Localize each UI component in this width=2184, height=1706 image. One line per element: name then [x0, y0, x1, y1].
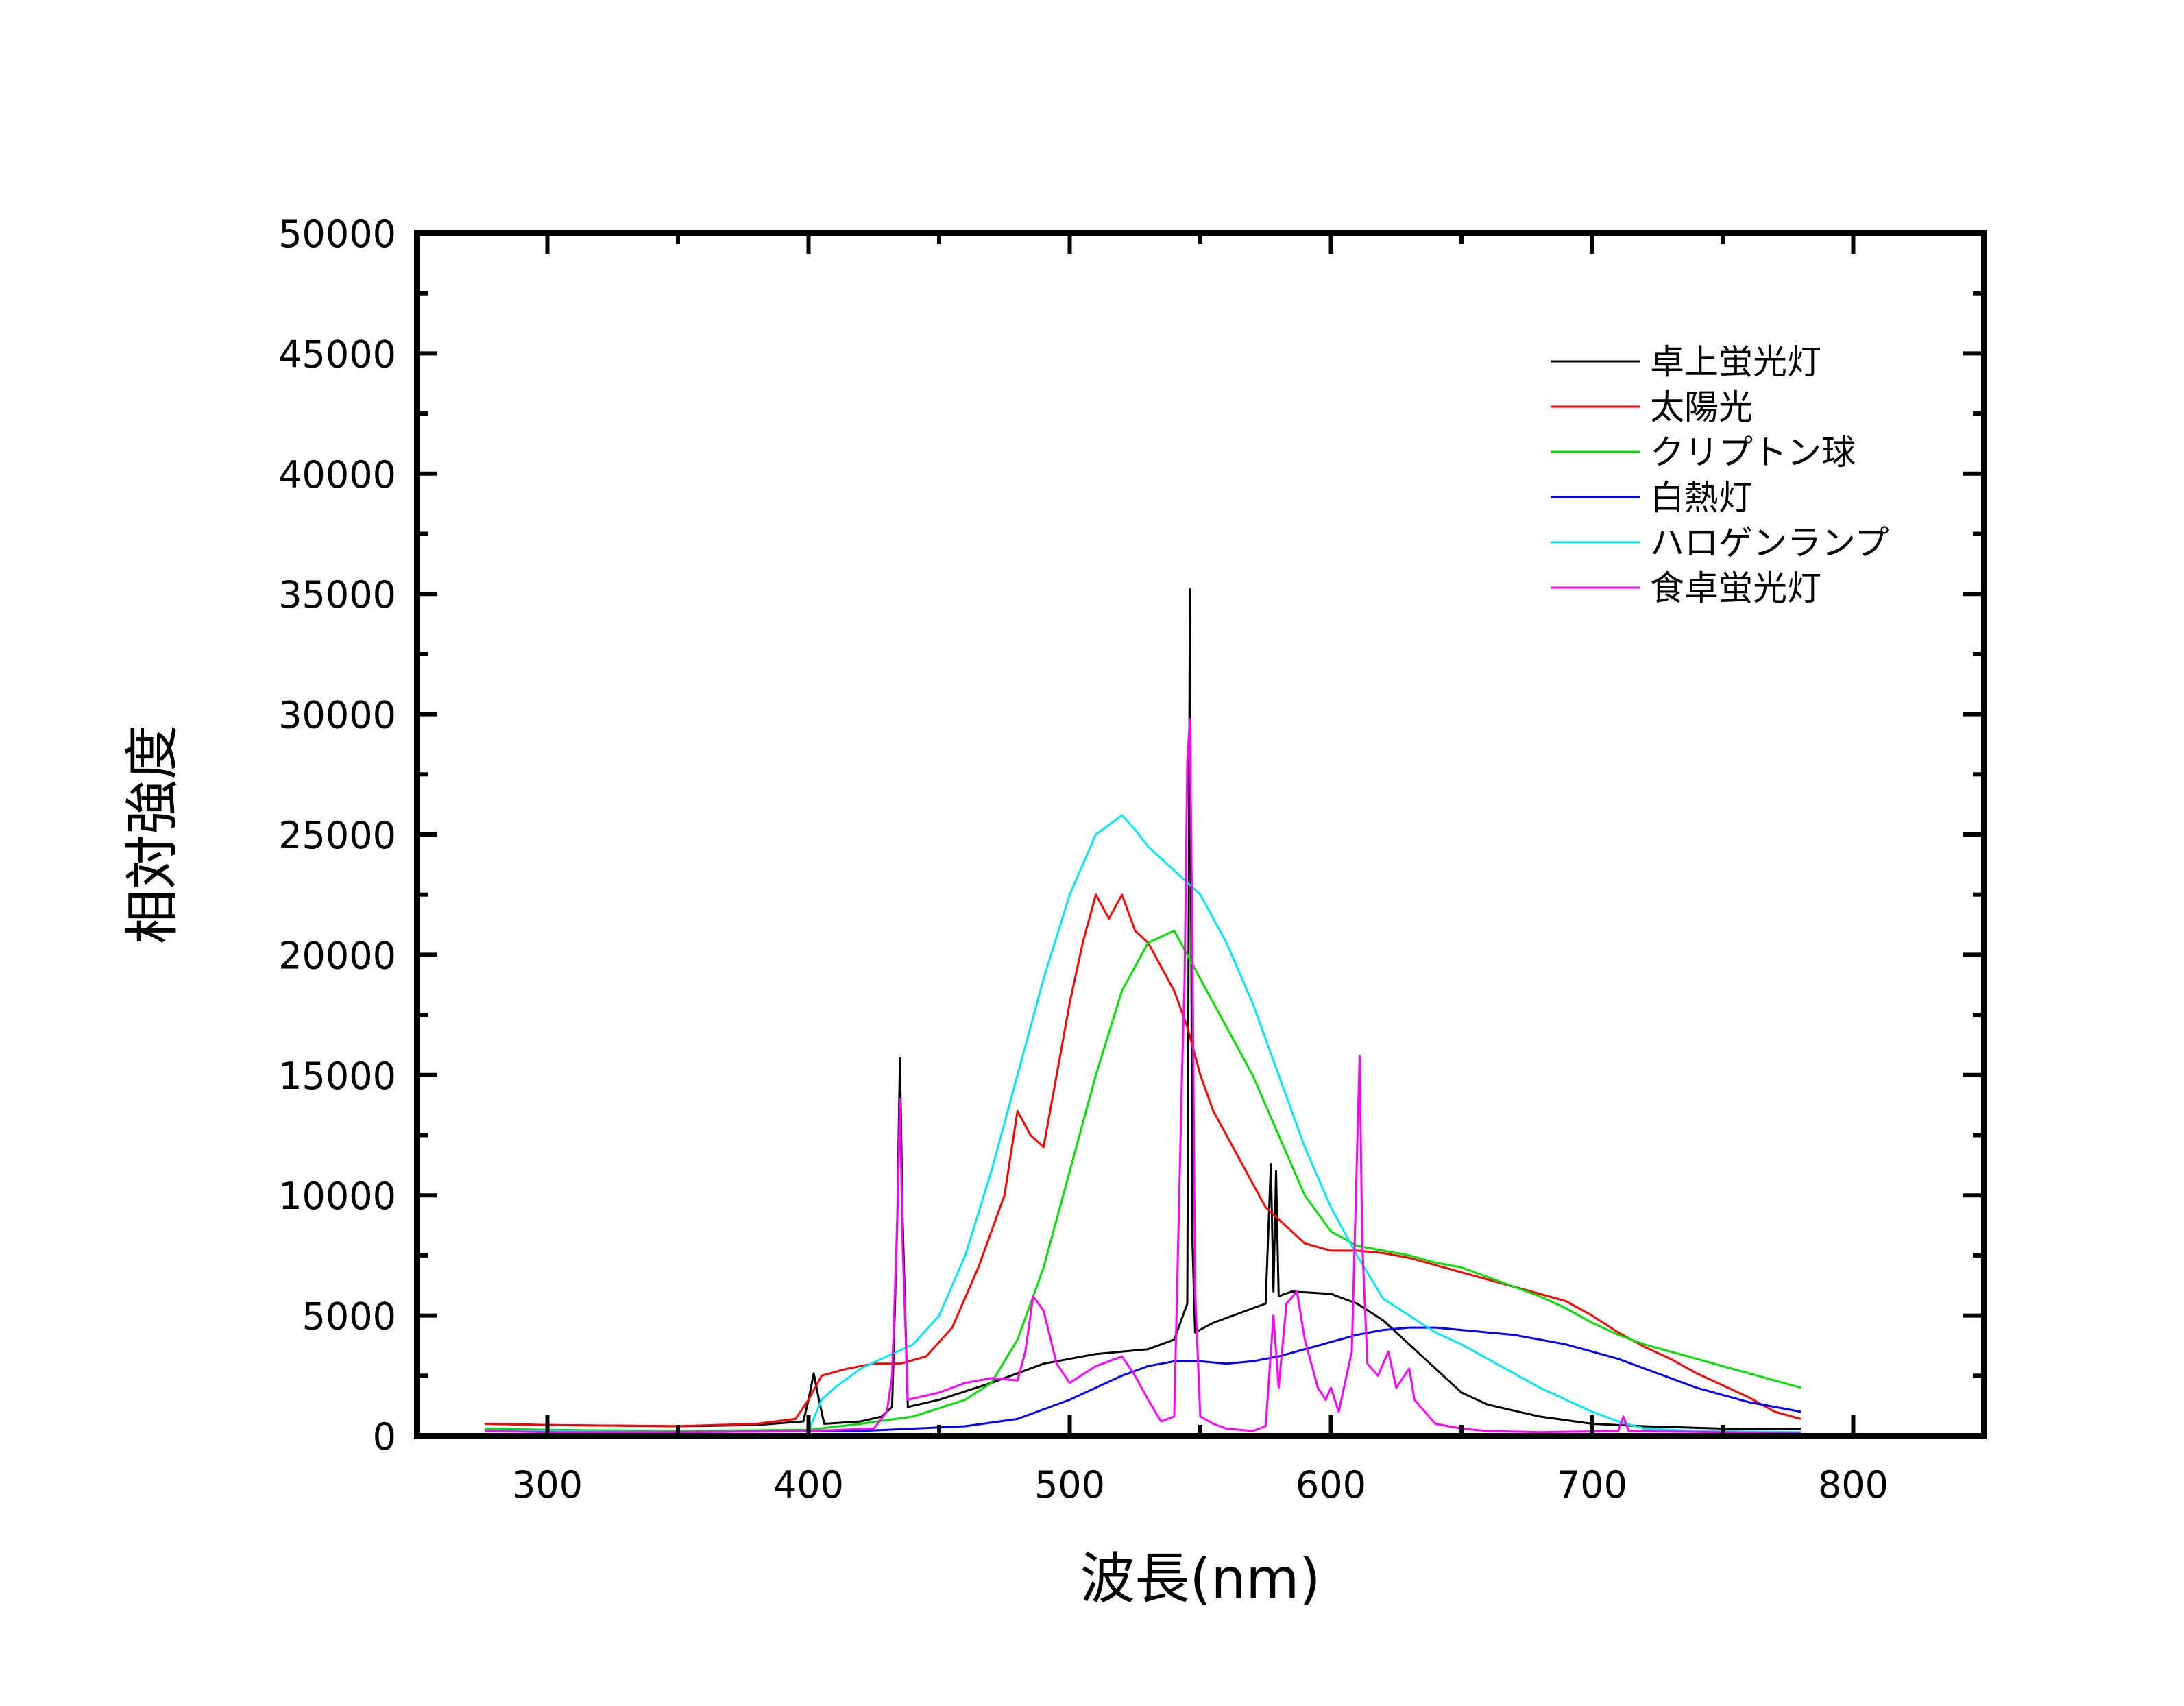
- x-tick-label: 500: [1034, 1463, 1105, 1506]
- x-tick-label: 300: [512, 1463, 583, 1506]
- series-line-2: [485, 893, 1801, 1428]
- y-tick-label: 40000: [278, 453, 396, 496]
- series-line-4: [485, 1326, 1801, 1434]
- y-tick-label: 35000: [278, 573, 396, 616]
- y-tick-label: 5000: [302, 1295, 396, 1338]
- series-line-6: [485, 718, 1801, 1434]
- series-line-5: [485, 814, 1801, 1434]
- y-tick-label: 25000: [278, 814, 396, 857]
- x-tick-label: 400: [773, 1463, 844, 1506]
- y-tick-label: 45000: [278, 333, 396, 376]
- legend-label: クリプトン球: [1650, 433, 1856, 472]
- y-tick-label: 10000: [278, 1175, 396, 1218]
- x-tick-label: 800: [1818, 1463, 1889, 1506]
- legend-label: 食卓蛍光灯: [1650, 568, 1821, 608]
- x-tick-label: 700: [1557, 1463, 1627, 1506]
- legend-label: ハロゲンランプ: [1650, 523, 1889, 563]
- x-tick-label: 600: [1296, 1463, 1366, 1506]
- legend-label: 卓上蛍光灯: [1650, 342, 1821, 382]
- y-tick-label: 20000: [278, 934, 396, 977]
- legend-label: 白熱灯: [1650, 478, 1753, 518]
- ticks-layer: 300 400 500 600 700 800 0 5000 10000 15000 20000 25…: [278, 213, 1986, 1506]
- legend-label: 太陽光: [1650, 387, 1753, 427]
- x-axis-title: 波長(nm): [1080, 1547, 1320, 1611]
- y-tick-label: 30000: [278, 694, 396, 737]
- series-line-1: [485, 588, 1801, 1430]
- y-tick-label: 15000: [278, 1055, 396, 1098]
- y-tick-label: 50000: [278, 213, 396, 256]
- y-tick-label: 0: [373, 1415, 396, 1458]
- y-axis-title: 相対強度: [121, 725, 184, 944]
- series-layer: [485, 588, 1801, 1434]
- series-line-3: [485, 929, 1801, 1432]
